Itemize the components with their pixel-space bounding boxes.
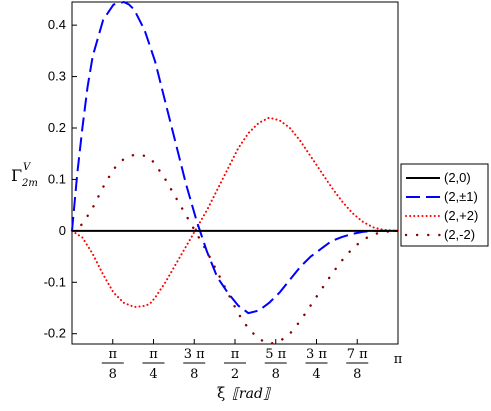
x-tick-label: π8 [101, 347, 124, 382]
x-tick-numerator: 3 π [306, 347, 327, 362]
y-axis-label: Γ V 2m [11, 162, 38, 189]
y-axis-label-main: Γ [11, 166, 22, 185]
x-tick-denominator: 4 [149, 367, 157, 382]
x-tick-label: 5 π8 [264, 347, 287, 382]
y-tick-label: -0.1 [44, 274, 66, 289]
x-tick-numerator: π [108, 347, 117, 362]
x-axis-label-unit: ⟦rad⟧ [232, 386, 272, 402]
series-line [71, 116, 399, 308]
x-tick-numerator: 3 π [184, 347, 205, 362]
x-tick-numerator: π [149, 347, 158, 362]
legend: (2,0) (2,±1) (2,+2) (2,-2) [400, 163, 489, 247]
y-tick-label: 0.2 [48, 120, 66, 135]
x-tick-denominator: 4 [312, 367, 320, 382]
series-line [71, 1, 398, 315]
x-tick-numerator: 7 π [347, 347, 368, 362]
legend-entry: (2,0) [444, 170, 471, 185]
y-tick-label: 0.1 [48, 171, 66, 186]
x-tick-label: π2 [224, 347, 247, 382]
x-tick-numerator: π [394, 352, 403, 367]
x-tick-denominator: 8 [109, 367, 117, 382]
x-tick-denominator: 8 [272, 367, 280, 382]
legend-entry: (2,-2) [444, 227, 475, 242]
x-tick-label: 3 π8 [183, 347, 206, 382]
y-tick-label: 0.3 [48, 69, 66, 84]
x-tick-label: π4 [142, 347, 165, 382]
x-axis-label: ξ ⟦rad⟧ [217, 384, 272, 402]
x-tick-denominator: 2 [231, 367, 239, 382]
x-axis-label-symbol: ξ [217, 384, 225, 402]
series-layer [70, 1, 400, 346]
x-tick-numerator: 5 π [265, 347, 286, 362]
y-axis-label-sup: V [23, 162, 32, 173]
x-tick-numerator: π [231, 347, 240, 362]
legend-entry: (2,+2) [444, 208, 478, 223]
x-tick-denominator: 8 [190, 367, 198, 382]
y-tick-label: 0 [59, 223, 66, 238]
x-tick-label: π [394, 352, 403, 367]
y-tick-label: 0.4 [48, 17, 66, 32]
plot-frame [71, 1, 399, 345]
series-line [70, 153, 400, 346]
y-axis-label-sub: 2m [21, 178, 38, 189]
legend-entry: (2,±1) [444, 189, 478, 204]
y-axis-ticks: -0.2 -0.1 0 0.1 0.2 0.3 0.4 [44, 17, 77, 341]
x-tick-label: 3 π4 [305, 347, 328, 382]
plot-border [71, 1, 399, 345]
y-tick-label: -0.2 [44, 326, 66, 341]
x-tick-denominator: 8 [353, 367, 361, 382]
x-tick-label: 7 π8 [346, 347, 369, 382]
